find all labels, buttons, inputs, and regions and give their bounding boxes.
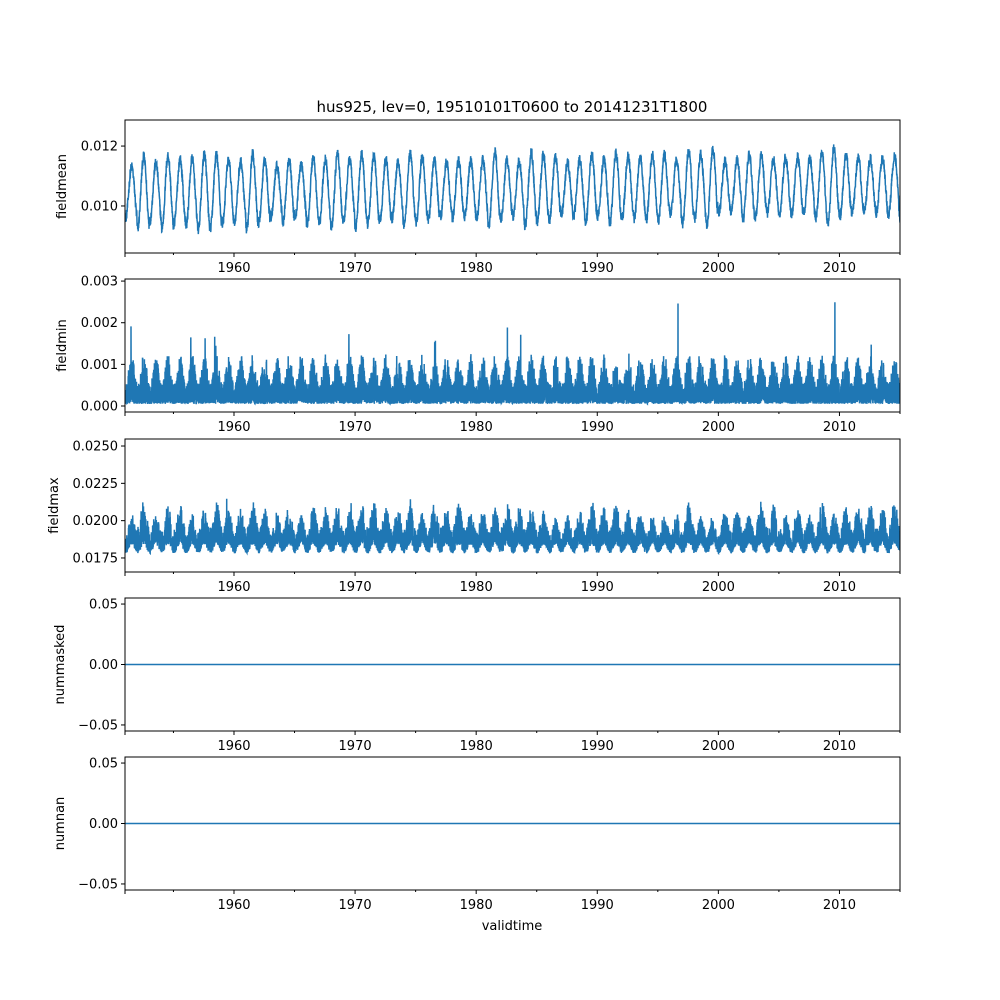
x-tick-label: 1980 — [460, 580, 493, 595]
x-tick-label: 1990 — [581, 739, 614, 754]
y-tick-label: 0.002 — [81, 316, 118, 331]
subplot-nummasked: −0.05 0.00 0.05 1960 1970 1980 1990 2000 2010 num… — [53, 597, 901, 754]
x-tick-label: 1980 — [460, 898, 493, 913]
y-tick-label: 0.000 — [81, 400, 118, 415]
y-tick-label: −0.05 — [78, 877, 118, 892]
subplot-fieldmean: 0.010 0.012 1960 1970 1980 1990 2000 2010 fieldm… — [55, 119, 901, 276]
x-tick-label: 1990 — [581, 898, 614, 913]
y-tick-label: 0.0225 — [73, 477, 119, 492]
y-tick-label: 0.05 — [89, 598, 118, 613]
x-tick-label: 1990 — [581, 580, 614, 595]
x-tick-label: 2000 — [702, 580, 735, 595]
x-tick-label: 2010 — [823, 739, 856, 754]
subplot-fieldmin: 0.000 0.001 0.002 0.003 1960 1970 1980 1990 2000… — [55, 275, 901, 435]
x-tick-label: 1980 — [460, 739, 493, 754]
x-tick-label: 2000 — [702, 739, 735, 754]
y-tick-label: −0.05 — [78, 718, 118, 733]
series-line-fieldmin — [125, 302, 900, 406]
x-tick-label: 1960 — [217, 580, 250, 595]
y-tick-label: 0.003 — [81, 275, 118, 290]
x-tick-label: 1980 — [460, 261, 493, 276]
x-tick-label: 2010 — [823, 898, 856, 913]
y-tick-label: 0.00 — [89, 658, 118, 673]
x-tick-label: 1990 — [581, 420, 614, 435]
y-tick-label: 0.0250 — [73, 440, 119, 455]
y-axis-label: fieldmean — [55, 154, 70, 219]
y-tick-label: 0.0200 — [73, 514, 119, 529]
x-tick-label: 1970 — [339, 261, 372, 276]
x-tick-label: 1960 — [217, 739, 250, 754]
x-tick-label: 1960 — [217, 898, 250, 913]
subplot-fieldmax: 0.0175 0.0200 0.0225 0.0250 1960 1970 1980 1990… — [47, 438, 901, 595]
y-axis-label: fieldmax — [47, 477, 62, 534]
x-tick-label: 2000 — [702, 420, 735, 435]
x-tick-label: 1960 — [217, 261, 250, 276]
y-tick-label: 0.0175 — [73, 551, 119, 566]
x-tick-label: 1960 — [217, 420, 250, 435]
x-tick-label: 1980 — [460, 420, 493, 435]
x-tick-label: 1970 — [339, 898, 372, 913]
x-tick-label: 1970 — [339, 580, 372, 595]
y-tick-label: 0.010 — [81, 199, 118, 214]
x-tick-label: 2010 — [823, 420, 856, 435]
y-tick-label: 0.001 — [81, 358, 118, 373]
x-axis-label: validtime — [482, 919, 543, 934]
series-line-fieldmean — [125, 144, 900, 235]
x-tick-label: 2000 — [702, 898, 735, 913]
y-axis-label: numnan — [53, 797, 68, 851]
x-tick-label: 2000 — [702, 261, 735, 276]
y-tick-label: 0.05 — [89, 757, 118, 772]
x-tick-label: 1970 — [339, 739, 372, 754]
axes-frame — [124, 278, 901, 413]
x-tick-label: 2010 — [823, 261, 856, 276]
y-axis-label: nummasked — [53, 625, 68, 705]
axes-frame — [124, 438, 901, 573]
axes-frame — [124, 119, 901, 254]
y-tick-label: 0.00 — [89, 817, 118, 832]
x-tick-label: 1990 — [581, 261, 614, 276]
x-tick-label: 1970 — [339, 420, 372, 435]
x-tick-label: 2010 — [823, 580, 856, 595]
y-tick-label: 0.012 — [81, 140, 118, 155]
subplot-numnan: −0.05 0.00 0.05 1960 1970 1980 1990 2000 2010 num… — [53, 756, 901, 913]
series-line-fieldmax — [125, 498, 900, 556]
chart-title: hus925, lev=0, 19510101T0600 to 20141231… — [317, 98, 708, 116]
y-axis-label: fieldmin — [55, 319, 70, 372]
